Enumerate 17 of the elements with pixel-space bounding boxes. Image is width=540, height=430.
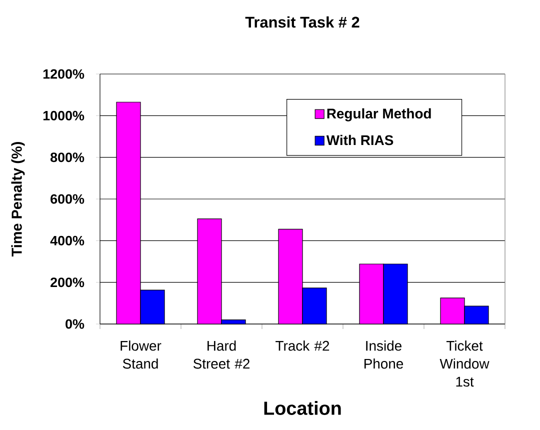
- x-tick-label: Track #2: [276, 340, 330, 351]
- y-tick-label: 1200%: [43, 69, 84, 79]
- y-axis-title: Time Penalty (%): [11, 142, 25, 257]
- y-tick-label: 200%: [50, 278, 84, 288]
- legend-label: Regular Method: [327, 108, 431, 122]
- y-tick-label: 800%: [50, 152, 84, 162]
- x-axis-title: Location: [264, 401, 341, 415]
- x-tick-label: Ticket Window 1st: [440, 340, 490, 387]
- y-tick-label: 0%: [66, 319, 84, 329]
- legend-label: With RIAS: [326, 134, 394, 146]
- x-tick-label: Flower Stand: [120, 340, 162, 369]
- chart-title: Transit Task # 2: [245, 16, 360, 28]
- x-tick-label: Inside Phone: [364, 340, 404, 369]
- y-tick-label: 400%: [50, 236, 84, 246]
- y-tick-label: 1000%: [43, 110, 84, 120]
- x-tick-label: Hard Street #2: [193, 340, 250, 369]
- y-tick-label: 600%: [50, 194, 84, 204]
